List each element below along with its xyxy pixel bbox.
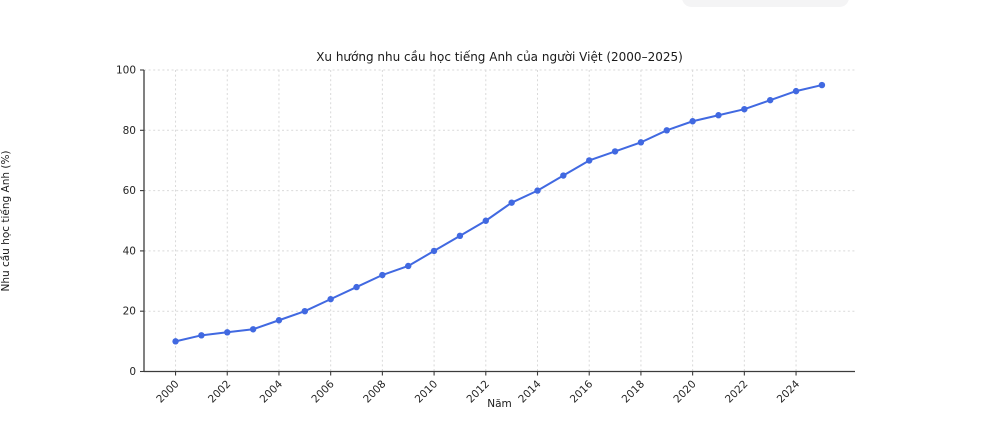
x-tick-label: 2014 <box>516 378 544 406</box>
gridlines <box>144 69 855 372</box>
x-tick-label: 2010 <box>413 378 440 405</box>
series-polyline <box>174 84 823 343</box>
data-point <box>249 326 257 333</box>
data-point <box>198 332 205 339</box>
x-tick-label: 2022 <box>723 378 750 405</box>
data-point <box>689 118 696 125</box>
data-point <box>560 172 567 179</box>
data-point <box>430 247 438 255</box>
x-tick-labels: 2000 2002 2004 2006 2008 2010 2012 2014 2016 2018… <box>154 378 802 406</box>
x-tick-label: 2024 <box>775 378 803 406</box>
tick-marks <box>140 69 797 376</box>
y-tick-labels: 0 20 40 60 80 100 <box>116 65 136 379</box>
axes-spines <box>143 70 855 373</box>
top-overlay-pill <box>682 0 849 7</box>
data-point <box>224 329 231 336</box>
data-point <box>818 81 826 89</box>
y-tick-label: 80 <box>123 125 136 137</box>
data-point <box>172 338 179 345</box>
data-point <box>792 87 800 95</box>
x-tick-label: 2016 <box>568 378 596 406</box>
data-point <box>637 139 645 146</box>
data-point <box>482 217 489 224</box>
y-tick-label: 40 <box>123 245 136 257</box>
data-point <box>379 271 386 279</box>
demand-line-series <box>172 81 826 345</box>
data-point <box>715 112 722 119</box>
y-tick-label: 60 <box>123 185 136 197</box>
data-point <box>327 295 334 303</box>
data-point <box>275 317 283 324</box>
chart-title: Xu hướng nhu cầu học tiếng Anh của người… <box>316 50 683 64</box>
x-tick-label: 2012 <box>465 378 492 405</box>
x-tick-label: 2020 <box>671 378 698 405</box>
x-tick-label: 2008 <box>361 378 388 405</box>
x-tick-label: 2006 <box>309 378 337 406</box>
y-tick-label: 20 <box>123 306 136 318</box>
x-axis-label: Năm <box>487 398 512 410</box>
x-tick-label: 2002 <box>206 378 233 405</box>
data-point <box>741 105 748 113</box>
x-tick-label: 2004 <box>258 378 286 406</box>
data-point <box>586 157 593 164</box>
data-point <box>405 262 412 270</box>
y-tick-label: 100 <box>116 65 136 77</box>
data-point <box>611 148 619 155</box>
data-point <box>508 199 515 206</box>
data-point <box>353 283 360 291</box>
y-tick-label: 0 <box>129 366 136 378</box>
x-tick-label: 2000 <box>154 378 181 405</box>
data-point <box>766 96 774 104</box>
data-point <box>456 232 464 240</box>
data-point <box>663 127 670 134</box>
data-point <box>534 187 541 194</box>
x-tick-label: 2018 <box>620 378 647 405</box>
data-point <box>301 308 309 315</box>
